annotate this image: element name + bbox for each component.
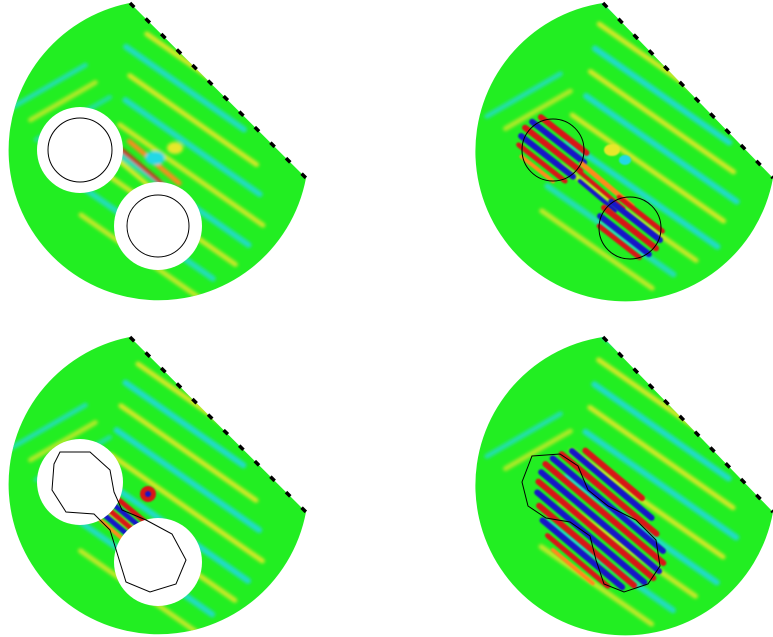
obstacle-outline-1 xyxy=(47,117,113,183)
panel-top-left xyxy=(8,1,308,301)
obstacle-outline-2 xyxy=(126,194,190,258)
wave-field xyxy=(484,3,740,291)
sensor-array xyxy=(601,335,773,514)
obstacle-outline-1 xyxy=(521,118,585,182)
panel-top-right xyxy=(475,1,773,302)
panel-bottom-right xyxy=(475,335,773,636)
obstacle-outline xyxy=(51,451,187,593)
obstacle-outline-2 xyxy=(598,196,662,260)
obstacle-bridged xyxy=(37,439,202,606)
sensor-array xyxy=(601,1,773,180)
obstacle-disk-1 xyxy=(37,107,123,193)
panel-bottom-left xyxy=(8,335,308,635)
obstacle-outline xyxy=(521,453,661,593)
